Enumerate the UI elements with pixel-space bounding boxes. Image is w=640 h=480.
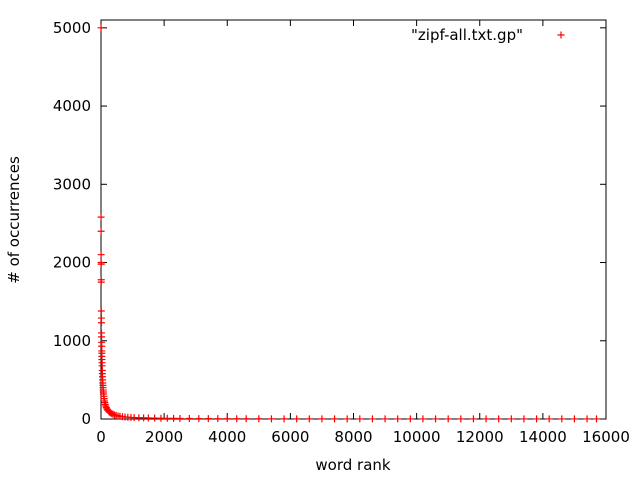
data-point xyxy=(97,278,105,286)
y-tick-label: 0 xyxy=(81,410,91,428)
data-point xyxy=(97,251,105,259)
data-point xyxy=(176,414,184,422)
x-tick-label: 0 xyxy=(96,428,106,446)
data-point xyxy=(157,414,165,422)
y-tick-label: 2000 xyxy=(53,254,91,272)
data-point xyxy=(163,414,171,422)
data-point xyxy=(223,415,231,423)
data-point xyxy=(545,415,553,423)
data-point xyxy=(151,414,159,422)
y-axis: 0 1000 2000 3000 4000 5000 xyxy=(53,19,606,428)
data-point xyxy=(368,415,376,423)
data-point xyxy=(204,415,212,423)
x-tick-label: 8000 xyxy=(334,428,372,446)
data-point xyxy=(97,213,105,221)
data-point xyxy=(331,415,339,423)
data-point xyxy=(444,415,452,423)
data-point xyxy=(482,415,490,423)
data-point xyxy=(520,415,528,423)
legend-marker xyxy=(557,31,565,39)
data-point xyxy=(593,415,601,423)
x-tick-label: 10000 xyxy=(393,428,441,446)
legend: "zipf-all.txt.gp" xyxy=(411,26,565,44)
legend-plus-marker xyxy=(557,31,565,39)
data-point xyxy=(305,415,313,423)
y-axis-label: # of occurrences xyxy=(5,156,23,284)
data-point xyxy=(97,319,105,327)
data-point xyxy=(97,260,105,268)
data-point xyxy=(233,415,241,423)
data-point xyxy=(97,24,105,32)
data-point xyxy=(242,415,250,423)
x-axis-label: word rank xyxy=(315,456,391,474)
data-point xyxy=(469,415,477,423)
x-tick-label: 14000 xyxy=(519,428,567,446)
data-point xyxy=(432,415,440,423)
x-tick-label: 4000 xyxy=(208,428,246,446)
data-point xyxy=(267,415,275,423)
x-axis: 0 2000 4000 6000 8000 10000 12000 14000 16000 xyxy=(96,20,630,446)
legend-label: "zipf-all.txt.gp" xyxy=(411,26,523,44)
data-point xyxy=(495,415,503,423)
data-point xyxy=(97,307,105,315)
data-point xyxy=(457,415,465,423)
data-point xyxy=(293,415,301,423)
data-point xyxy=(97,227,105,235)
y-tick-label: 5000 xyxy=(53,19,91,37)
data-point xyxy=(214,415,222,423)
data-point xyxy=(583,415,591,423)
data-point xyxy=(381,415,389,423)
data-point xyxy=(170,414,178,422)
plot-frame xyxy=(100,19,607,420)
data-point xyxy=(280,415,288,423)
data-point xyxy=(533,415,541,423)
x-tick-label: 6000 xyxy=(271,428,309,446)
y-tick-label: 4000 xyxy=(53,97,91,115)
data-point xyxy=(419,415,427,423)
data-point xyxy=(558,415,566,423)
x-tick-label: 16000 xyxy=(582,428,630,446)
data-point xyxy=(318,415,326,423)
data-point xyxy=(394,415,402,423)
x-tick-label: 12000 xyxy=(456,428,504,446)
data-point xyxy=(255,415,263,423)
data-series xyxy=(97,24,601,423)
data-point xyxy=(144,414,152,422)
data-point xyxy=(406,415,414,423)
data-point xyxy=(343,415,351,423)
y-tick-label: 1000 xyxy=(53,332,91,350)
data-point xyxy=(195,415,203,423)
x-tick-label: 2000 xyxy=(145,428,183,446)
y-tick-label: 3000 xyxy=(53,175,91,193)
data-point xyxy=(507,415,515,423)
data-point xyxy=(109,410,117,418)
data-point xyxy=(570,415,578,423)
data-point xyxy=(185,415,193,423)
data-point xyxy=(356,415,364,423)
